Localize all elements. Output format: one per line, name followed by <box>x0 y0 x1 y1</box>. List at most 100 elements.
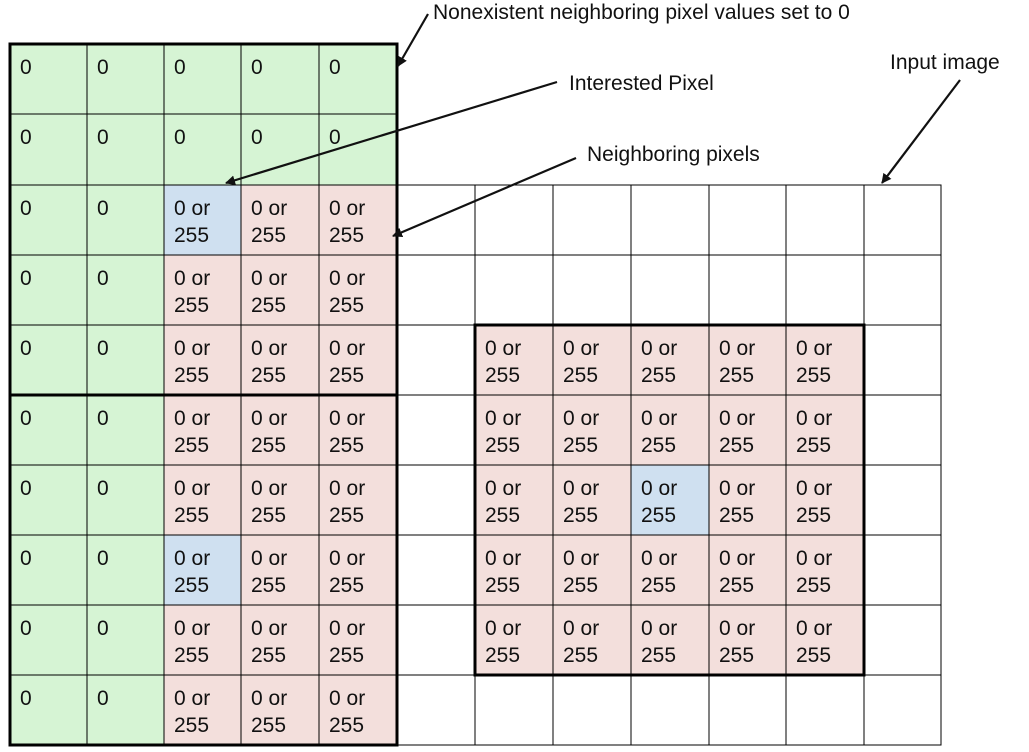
cell-value-line2: 255 <box>174 504 209 527</box>
cell-value-line2: 255 <box>251 294 286 317</box>
cell-value-line1: 0 or <box>796 617 832 640</box>
image-cell <box>396 254 476 326</box>
cell-value-line2: 255 <box>251 574 286 597</box>
cell-value-line1: 0 or <box>174 337 210 360</box>
padding-cell <box>9 464 88 536</box>
cell-value-line2: 255 <box>251 224 286 247</box>
annotation-nonexistent: Nonexistent neighboring pixel values set… <box>433 1 850 24</box>
cell-value-line2: 255 <box>719 434 754 457</box>
image-cell <box>863 604 942 676</box>
cell-value-line2: 255 <box>563 364 598 387</box>
cell-value-line1: 0 or <box>251 267 287 290</box>
padding-cell <box>9 674 88 746</box>
padding-cell <box>9 604 88 676</box>
image-cell <box>863 394 942 466</box>
cell-value-line2: 255 <box>251 434 286 457</box>
padding-cell <box>86 464 165 536</box>
neighbor-cell <box>318 254 398 326</box>
cell-value-line1: 0 or <box>719 407 755 430</box>
cell-value-line1: 0 or <box>719 547 755 570</box>
cell-value-zero: 0 <box>329 56 341 79</box>
arrow-neighboring-pixels <box>392 156 577 238</box>
image-cell <box>708 674 787 746</box>
cell-value-line2: 255 <box>719 644 754 667</box>
neighbor-cell <box>163 324 242 396</box>
image-cell <box>396 534 476 606</box>
cell-value-line1: 0 or <box>329 267 365 290</box>
padding-cell <box>9 113 88 186</box>
image-cell <box>708 184 787 256</box>
image-cell <box>863 534 942 606</box>
interested-pixel-cell <box>163 184 242 256</box>
cell-value-line2: 255 <box>641 434 676 457</box>
neighbor-cell <box>163 604 242 676</box>
neighbor-cell <box>163 254 242 326</box>
image-cell <box>785 184 865 256</box>
cell-value-line1: 0 or <box>641 547 677 570</box>
neighbor-cell <box>318 534 398 606</box>
neighbor-cell <box>552 464 632 536</box>
cell-value-line2: 255 <box>485 364 520 387</box>
neighbor-cell <box>630 394 710 466</box>
neighbor-cell <box>708 394 787 466</box>
cell-value-zero: 0 <box>251 126 263 149</box>
cell-value-line1: 0 or <box>174 267 210 290</box>
arrow-nonexistent <box>397 13 429 67</box>
cell-value-line1: 0 or <box>641 337 677 360</box>
cell-value-line2: 255 <box>641 504 676 527</box>
cell-value-line1: 0 or <box>563 477 599 500</box>
cell-value-line1: 0 or <box>329 547 365 570</box>
cell-value-line2: 255 <box>251 364 286 387</box>
cell-value-line1: 0 or <box>719 617 755 640</box>
image-cell <box>785 674 865 746</box>
neighbor-cell <box>318 604 398 676</box>
neighbor-cell <box>708 324 787 396</box>
arrow-input-image <box>881 79 961 184</box>
cell-value-zero: 0 <box>97 617 109 640</box>
annotation-neighboring-pixels: Neighboring pixels <box>587 143 760 166</box>
neighbor-cell <box>318 464 398 536</box>
cell-value-line1: 0 or <box>329 477 365 500</box>
cell-value-line2: 255 <box>174 434 209 457</box>
padding-cell <box>86 604 165 676</box>
image-cell <box>396 184 476 256</box>
cell-value-line2: 255 <box>329 644 364 667</box>
cell-value-zero: 0 <box>97 56 109 79</box>
neighbor-cell <box>708 604 787 676</box>
cell-value-zero: 0 <box>20 687 32 710</box>
neighbor-cell <box>474 394 554 466</box>
image-cell <box>630 254 710 326</box>
cell-value-line1: 0 or <box>329 337 365 360</box>
neighbor-cell <box>630 534 710 606</box>
image-cell <box>708 254 787 326</box>
neighbor-cell <box>163 394 242 466</box>
cell-value-line2: 255 <box>329 434 364 457</box>
neighbor-cell <box>708 464 787 536</box>
cell-value-zero: 0 <box>20 56 32 79</box>
cell-value-zero: 0 <box>97 337 109 360</box>
cell-value-line1: 0 or <box>485 547 521 570</box>
cell-value-line2: 255 <box>563 644 598 667</box>
cell-value-zero: 0 <box>20 547 32 570</box>
cell-value-zero: 0 <box>251 56 263 79</box>
image-cell <box>396 394 476 466</box>
cell-value-line1: 0 or <box>641 477 677 500</box>
cell-value-zero: 0 <box>97 477 109 500</box>
neighbor-cell <box>785 324 865 396</box>
arrow-interested-pixel <box>225 80 558 186</box>
cell-value-line2: 255 <box>796 504 831 527</box>
neighbor-cell <box>240 674 320 746</box>
image-cell <box>396 674 476 746</box>
cell-value-zero: 0 <box>97 126 109 149</box>
padding-cell <box>9 534 88 606</box>
cell-value-line1: 0 or <box>796 477 832 500</box>
padding-cell <box>163 113 242 186</box>
neighbor-cell <box>785 394 865 466</box>
cell-value-zero: 0 <box>97 197 109 220</box>
cell-values: 0 0 0 0 0 0 0 0 0 0 0 0 0 or 255 0 or 255 0 or 255 0 0 0 or 2… <box>20 56 832 737</box>
cell-value-line1: 0 or <box>251 687 287 710</box>
right-window-border <box>473 323 866 677</box>
cell-value-zero: 0 <box>20 197 32 220</box>
cell-value-line2: 255 <box>719 504 754 527</box>
